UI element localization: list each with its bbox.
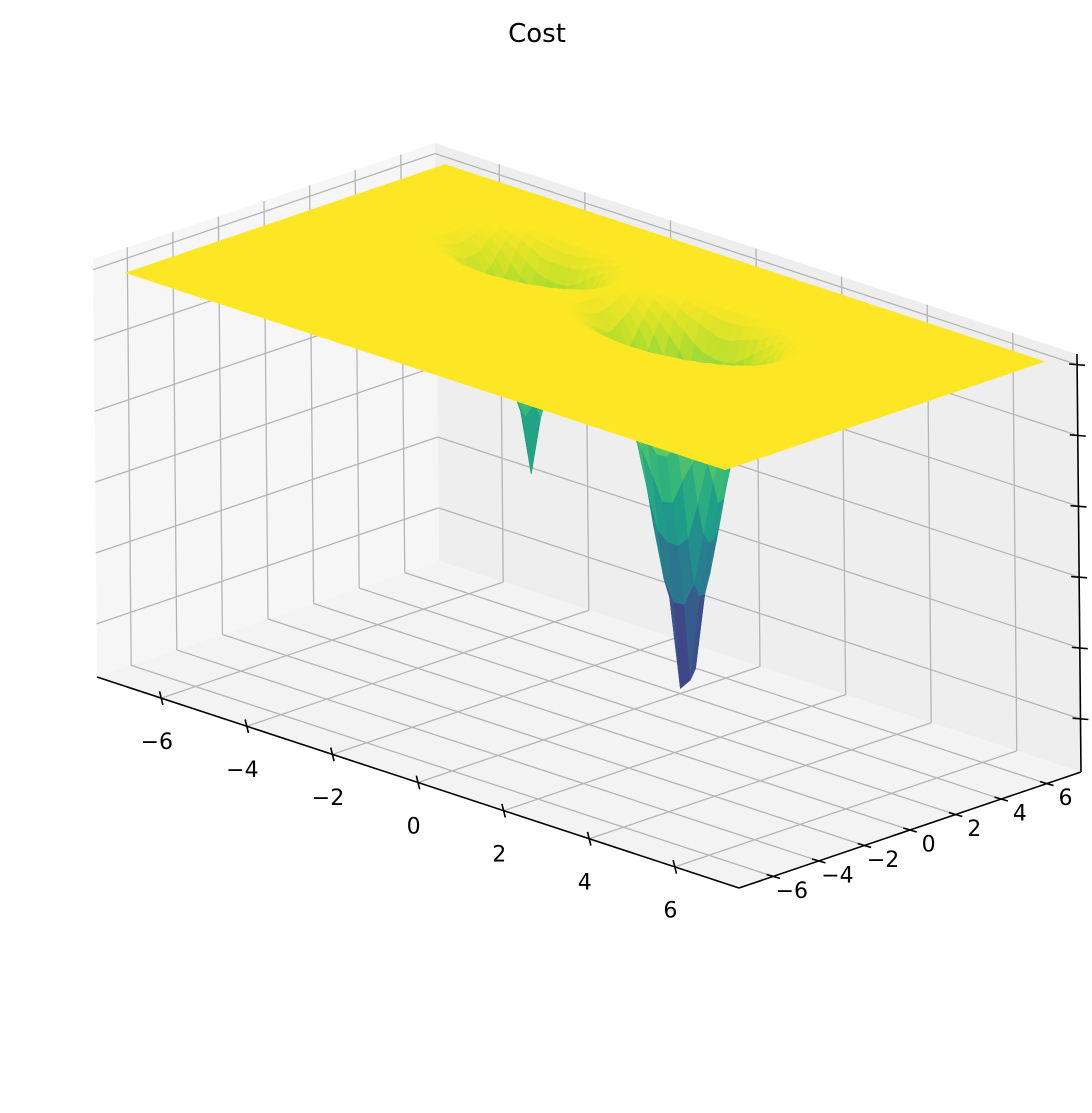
gridline-x <box>1012 332 1018 751</box>
y-tick-label: −6 <box>776 879 808 904</box>
gridline-z <box>438 507 1081 720</box>
gridline-y <box>130 664 774 878</box>
cost-surface <box>124 164 1046 689</box>
x-tick-label: −6 <box>141 730 173 755</box>
gridline-y <box>222 633 865 847</box>
gridline-z <box>92 153 436 271</box>
gridline-y <box>313 602 956 816</box>
gridline-z <box>95 436 439 554</box>
x-tick-label: −4 <box>226 758 258 783</box>
gridline-y <box>267 618 911 831</box>
y-tick-label: 4 <box>1013 802 1027 827</box>
y-tick-label: 6 <box>1058 786 1072 811</box>
y-tick-label: 0 <box>922 833 936 858</box>
gridline-y <box>126 247 132 666</box>
gridline-z <box>94 365 438 483</box>
gridline-y <box>172 231 178 650</box>
gridline-z <box>434 153 1078 366</box>
gridline-y <box>358 587 1002 800</box>
y-tick-label: −4 <box>821 863 853 888</box>
gridline-y <box>176 649 820 862</box>
y-tick-label: −2 <box>867 848 899 873</box>
x-tick-label: 2 <box>492 842 506 867</box>
chart-title: Cost <box>508 19 566 49</box>
gridline-z <box>96 507 439 625</box>
gridline-y <box>404 571 1048 785</box>
gridline-z <box>437 436 1081 649</box>
y-tick-label: 2 <box>967 817 981 842</box>
x-tick-label: 4 <box>578 871 592 896</box>
x-tick-label: −2 <box>312 786 344 811</box>
x-tick-label: 6 <box>663 899 677 924</box>
x-tick-label: 0 <box>407 814 421 839</box>
